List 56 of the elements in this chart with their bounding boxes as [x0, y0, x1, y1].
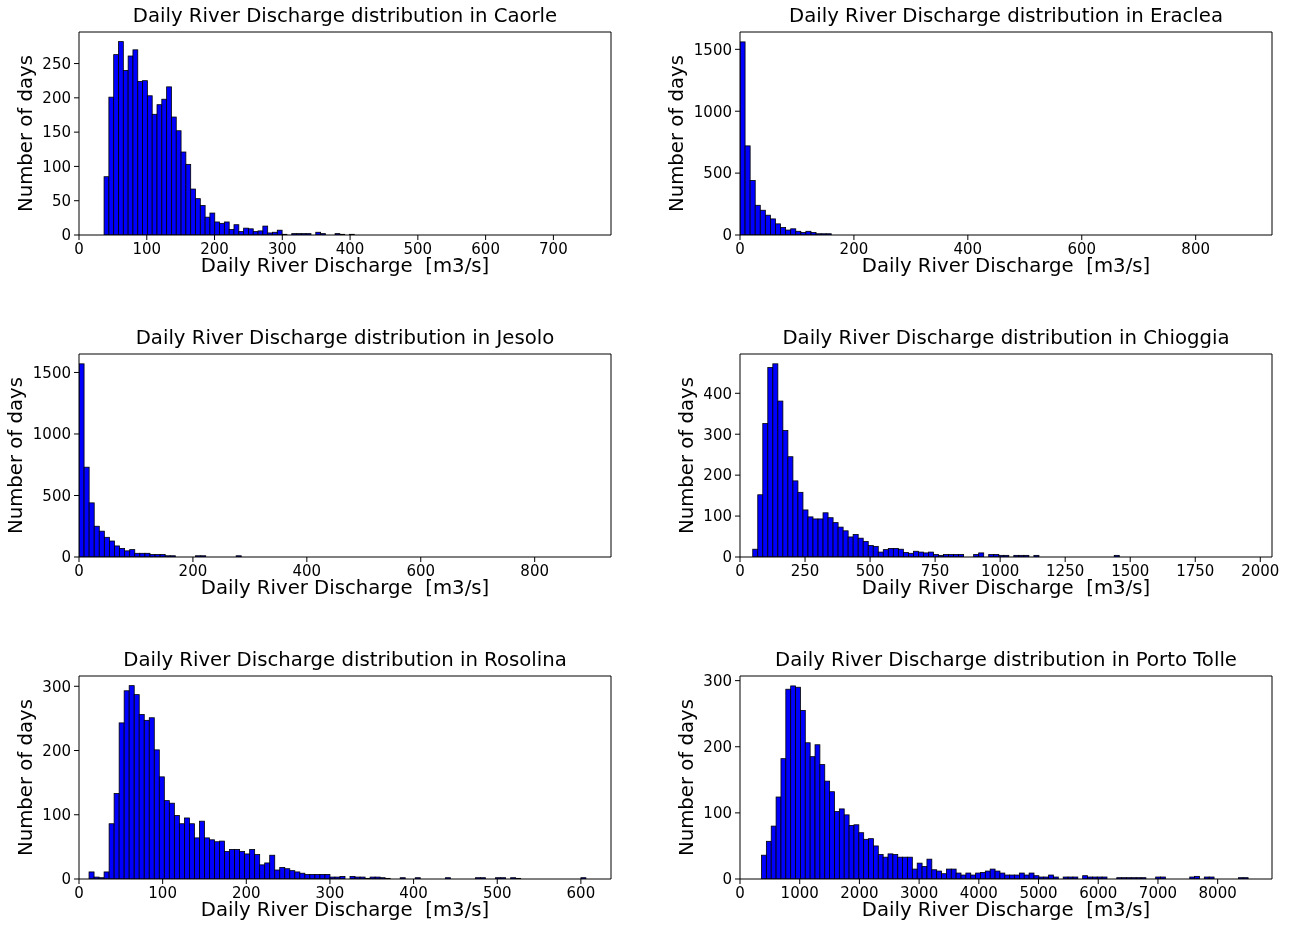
y-tick-label: 250 [42, 54, 71, 73]
y-tick-label: 500 [703, 164, 732, 183]
x-tick-label: 100 [148, 883, 177, 902]
y-tick-label: 50 [51, 192, 71, 211]
x-tick-label: 1750 [1176, 561, 1215, 580]
y-axis-title: Number of days [13, 698, 37, 857]
x-tick-label: 1000 [780, 883, 819, 902]
x-tick-label: 0 [735, 239, 745, 258]
y-tick-label: 1500 [32, 363, 71, 382]
chart-title: Daily River Discharge distribution in Chioggia [781, 326, 1231, 349]
x-tick-label: 8000 [1198, 883, 1237, 902]
y-tick-label: 100 [703, 507, 732, 526]
y-tick-label: 200 [703, 466, 732, 485]
y-tick-label: 150 [42, 123, 71, 142]
y-tick-label: 0 [61, 226, 71, 245]
y-tick-label: 100 [703, 804, 732, 823]
chart-title: Daily River Discharge distribution in Porto Tolle [774, 648, 1238, 671]
y-tick-label: 200 [42, 89, 71, 108]
y-tick-label: 100 [42, 157, 71, 176]
y-axis-title: Number of days [674, 698, 698, 857]
y-axis-title: Number of days [674, 376, 698, 535]
x-tick-label: 0 [74, 239, 84, 258]
y-tick-label: 300 [42, 677, 71, 696]
y-tick-label: 300 [703, 425, 732, 444]
y-tick-label: 0 [722, 226, 732, 245]
y-tick-label: 0 [722, 548, 732, 567]
x-tick-label: 0 [735, 561, 745, 580]
y-tick-label: 1000 [693, 102, 732, 121]
y-axis-title: Number of days [665, 54, 689, 213]
y-tick-label: 200 [42, 741, 71, 760]
y-tick-label: 1000 [32, 425, 71, 444]
y-axis-title: Number of days [13, 54, 37, 213]
x-tick-label: 250 [790, 561, 820, 580]
x-tick-label: 0 [735, 883, 745, 902]
chart-title: Daily River Discharge distribution in Jesolo [134, 326, 556, 349]
y-tick-label: 0 [61, 870, 71, 889]
x-tick-label: 800 [520, 561, 549, 580]
x-tick-label: 0 [74, 883, 84, 902]
x-tick-label: 800 [1181, 239, 1210, 258]
chart-title: Daily River Discharge distribution in Rosolina [122, 648, 568, 671]
y-tick-label: 200 [703, 738, 732, 757]
x-tick-label: 600 [566, 883, 596, 902]
y-tick-label: 0 [722, 870, 732, 889]
x-tick-label: 0 [74, 561, 84, 580]
y-tick-label: 0 [61, 548, 71, 567]
chart-title: Daily River Discharge distribution in Caorle [131, 4, 559, 27]
y-axis-title: Number of days [4, 376, 28, 535]
y-tick-label: 500 [42, 486, 71, 505]
y-tick-label: 1500 [693, 40, 732, 59]
x-tick-label: 100 [132, 239, 162, 258]
y-tick-label: 400 [703, 384, 732, 403]
y-tick-label: 300 [703, 671, 732, 690]
y-tick-label: 100 [42, 806, 71, 825]
chart-title: Daily River Discharge distribution in Eraclea [788, 4, 1224, 27]
x-tick-label: 2000 [1241, 561, 1280, 580]
x-tick-label: 700 [539, 239, 568, 258]
